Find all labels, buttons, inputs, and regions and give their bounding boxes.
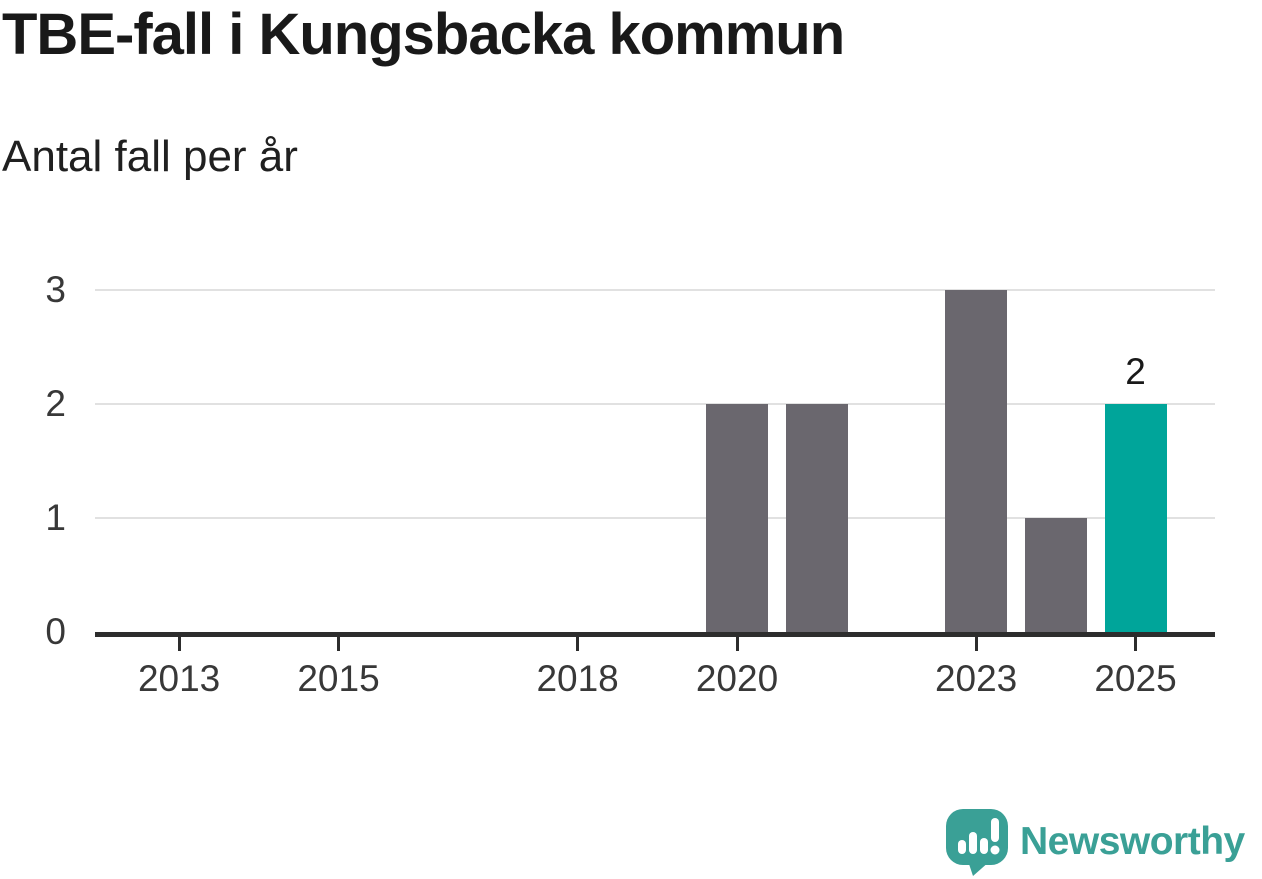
newsworthy-logo: Newsworthy bbox=[945, 806, 1245, 878]
x-axis-line bbox=[95, 632, 1215, 637]
brand-name: Newsworthy bbox=[1020, 820, 1245, 863]
x-tick-label-2020: 2020 bbox=[695, 658, 779, 699]
chart-subtitle: Antal fall per år bbox=[2, 132, 298, 181]
x-tick-2013 bbox=[177, 637, 181, 651]
bar-2021 bbox=[785, 404, 848, 632]
x-tick-label-2013: 2013 bbox=[137, 658, 221, 699]
bar-2025 bbox=[1104, 404, 1167, 632]
x-tick-2018 bbox=[576, 637, 580, 651]
gridline-3 bbox=[95, 289, 1215, 291]
chart-title: TBE-fall i Kungsbacka kommun bbox=[2, 2, 845, 67]
y-tick-label-3: 3 bbox=[45, 269, 66, 310]
x-tick-label-2023: 2023 bbox=[934, 658, 1018, 699]
bar-value-label: 2 bbox=[1125, 351, 1146, 392]
y-tick-label-0: 0 bbox=[45, 611, 66, 652]
bar-2023 bbox=[945, 290, 1008, 632]
x-tick-2023 bbox=[974, 637, 978, 651]
gridline-1 bbox=[95, 517, 1215, 519]
x-tick-label-2015: 2015 bbox=[297, 658, 380, 699]
bar-2020 bbox=[706, 404, 768, 632]
gridline-2 bbox=[95, 403, 1215, 405]
x-tick-label-2025: 2025 bbox=[1094, 658, 1177, 699]
x-tick-2020 bbox=[735, 637, 739, 651]
y-tick-label-1: 1 bbox=[45, 497, 66, 538]
x-tick-2025 bbox=[1134, 637, 1137, 651]
newsworthy-speech-bubble-chart-icon bbox=[946, 809, 1008, 876]
y-tick-label-2: 2 bbox=[45, 383, 66, 424]
x-tick-2015 bbox=[337, 637, 340, 651]
bar-2024 bbox=[1024, 518, 1087, 632]
x-tick-label-2018: 2018 bbox=[536, 658, 619, 699]
